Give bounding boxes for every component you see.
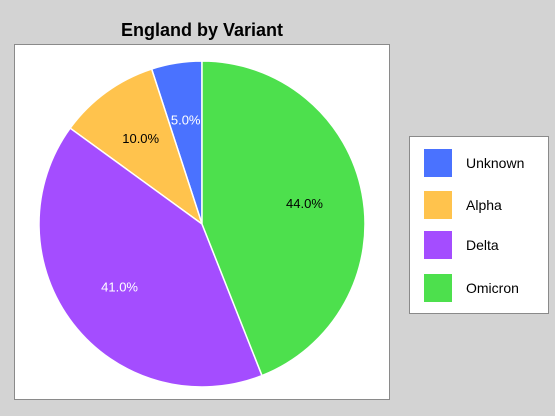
legend-label-alpha: Alpha bbox=[466, 197, 502, 213]
legend-swatch-delta bbox=[424, 231, 452, 259]
pie-slice-omicron bbox=[201, 60, 366, 377]
legend-label-delta: Delta bbox=[466, 237, 499, 253]
legend-swatch-alpha bbox=[424, 191, 452, 219]
legend: Unknown Alpha Delta Omicron bbox=[409, 136, 549, 314]
legend-label-omicron: Omicron bbox=[466, 280, 519, 296]
chart-title: England by Variant bbox=[120, 20, 284, 40]
pie-label-alpha: 10.0% bbox=[122, 131, 159, 146]
pie-label-delta: 41.0% bbox=[101, 279, 138, 294]
legend-item-unknown: Unknown bbox=[424, 149, 524, 177]
legend-item-delta: Delta bbox=[424, 231, 499, 259]
legend-item-alpha: Alpha bbox=[424, 191, 502, 219]
legend-swatch-unknown bbox=[424, 149, 452, 177]
legend-swatch-omicron bbox=[424, 274, 452, 302]
pie-label-omicron: 44.0% bbox=[286, 196, 323, 211]
pie-label-unknown: 5.0% bbox=[171, 112, 201, 127]
pie-slice-delta bbox=[38, 127, 263, 388]
legend-label-unknown: Unknown bbox=[466, 155, 525, 171]
legend-item-omicron: Omicron bbox=[424, 274, 519, 302]
pie-slice-alpha bbox=[69, 68, 204, 226]
